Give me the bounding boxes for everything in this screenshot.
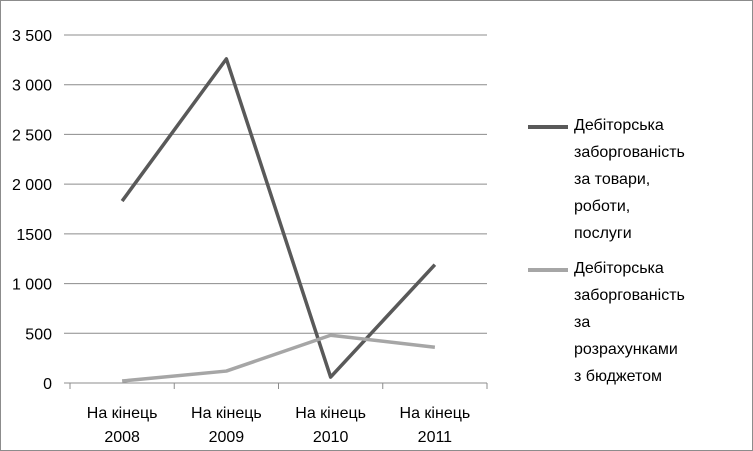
legend-item: Дебіторська заборгованість за розрахунка… — [528, 255, 685, 390]
y-tick-label: 2 500 — [12, 127, 52, 144]
legend-swatch — [528, 268, 568, 272]
y-tick-label: 3 000 — [12, 78, 52, 95]
series-line — [120, 57, 437, 379]
x-tick-label: На кінець 2008 — [87, 405, 158, 446]
y-tick-label: 3 500 — [12, 28, 52, 45]
legend-item: Дебіторська заборгованість за товари, ро… — [528, 112, 685, 247]
legend-label: Дебіторська заборгованість за товари, ро… — [574, 117, 685, 242]
legend-swatch — [528, 125, 568, 129]
x-tick-label: На кінець 2011 — [400, 405, 471, 446]
y-tick-label: 2 000 — [12, 177, 52, 194]
legend: Дебіторська заборгованість за товари, ро… — [528, 112, 685, 398]
series-line — [121, 333, 436, 383]
y-tick-label: 1 000 — [12, 277, 52, 294]
y-tick-label: 500 — [25, 326, 52, 343]
x-tick-label: На кінець 2009 — [191, 405, 262, 446]
x-tick-label: На кінець 2010 — [295, 405, 366, 446]
legend-label: Дебіторська заборгованість за розрахунка… — [574, 260, 685, 385]
y-tick-label: 1500 — [16, 227, 52, 244]
y-tick-label: 0 — [43, 376, 52, 393]
